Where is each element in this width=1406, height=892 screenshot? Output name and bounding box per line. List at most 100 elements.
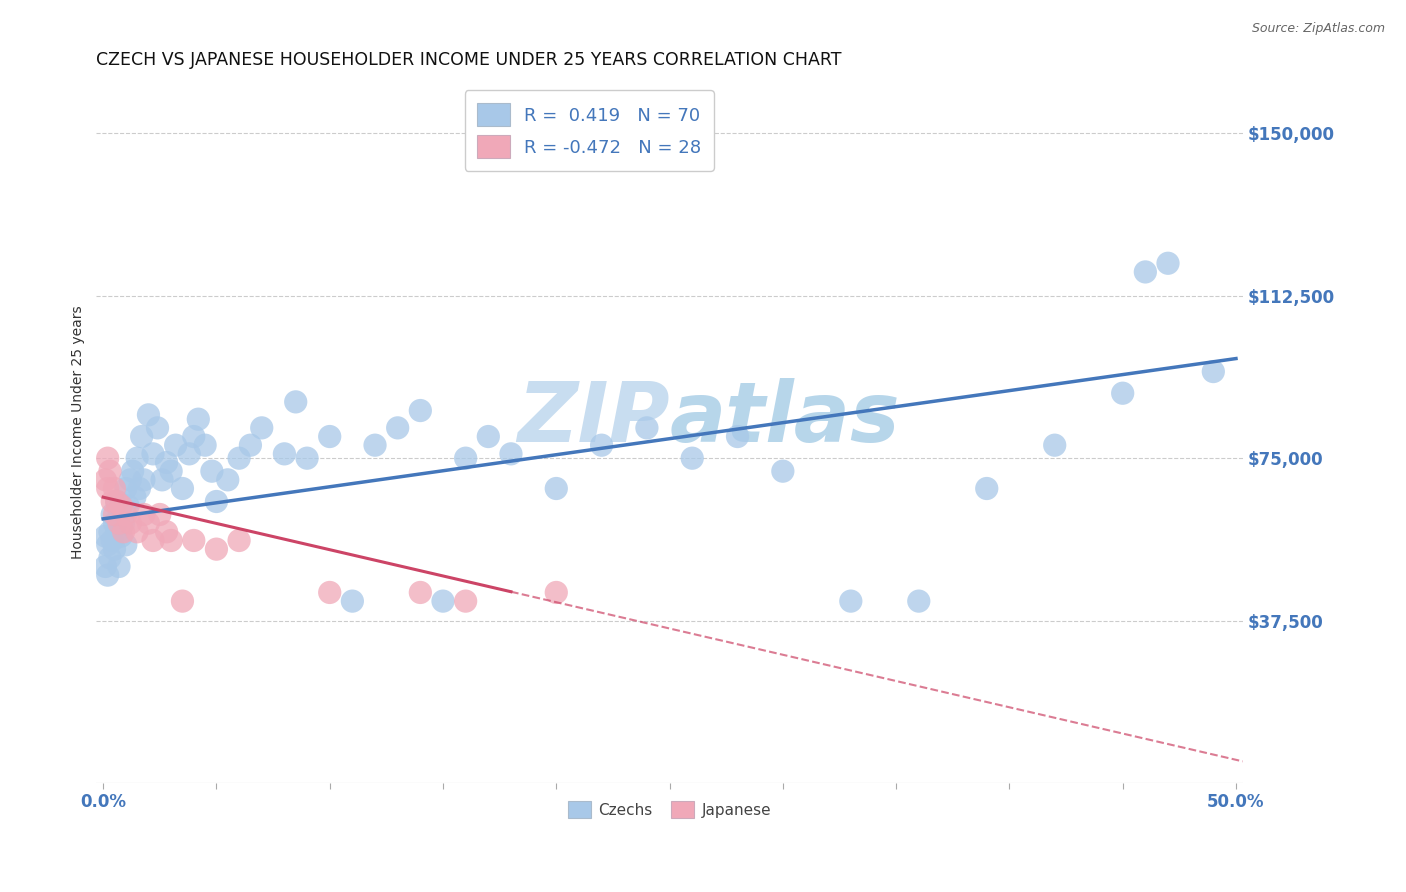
Point bbox=[112, 524, 135, 539]
Point bbox=[499, 447, 522, 461]
Point bbox=[839, 594, 862, 608]
Point bbox=[105, 524, 128, 539]
Point bbox=[101, 533, 124, 548]
Point bbox=[142, 447, 165, 461]
Point bbox=[114, 482, 136, 496]
Point bbox=[194, 438, 217, 452]
Point bbox=[114, 538, 136, 552]
Point bbox=[121, 464, 143, 478]
Point bbox=[1112, 386, 1135, 401]
Point bbox=[342, 594, 364, 608]
Text: Source: ZipAtlas.com: Source: ZipAtlas.com bbox=[1251, 22, 1385, 36]
Point bbox=[128, 482, 150, 496]
Point bbox=[132, 508, 155, 522]
Point bbox=[477, 429, 499, 443]
Point bbox=[101, 508, 124, 522]
Point bbox=[112, 516, 135, 530]
Point bbox=[94, 529, 117, 543]
Point bbox=[727, 429, 749, 443]
Point bbox=[295, 451, 318, 466]
Text: ZIP: ZIP bbox=[517, 377, 669, 458]
Point bbox=[127, 451, 149, 466]
Point bbox=[1202, 365, 1225, 379]
Point bbox=[97, 482, 120, 496]
Point bbox=[205, 494, 228, 508]
Point bbox=[319, 429, 342, 443]
Point bbox=[907, 594, 929, 608]
Point bbox=[172, 594, 194, 608]
Point bbox=[165, 438, 187, 452]
Point bbox=[108, 559, 131, 574]
Point bbox=[108, 516, 131, 530]
Point bbox=[239, 438, 262, 452]
Point bbox=[117, 499, 139, 513]
Point bbox=[432, 594, 454, 608]
Point bbox=[387, 421, 409, 435]
Point bbox=[97, 451, 120, 466]
Point bbox=[546, 585, 568, 599]
Point bbox=[228, 451, 250, 466]
Text: atlas: atlas bbox=[669, 377, 900, 458]
Point bbox=[98, 550, 121, 565]
Point bbox=[155, 524, 177, 539]
Point bbox=[205, 542, 228, 557]
Point bbox=[183, 533, 205, 548]
Point bbox=[319, 585, 342, 599]
Point bbox=[976, 482, 998, 496]
Point bbox=[250, 421, 273, 435]
Point bbox=[132, 473, 155, 487]
Point bbox=[142, 533, 165, 548]
Point bbox=[454, 451, 477, 466]
Point bbox=[187, 412, 209, 426]
Point bbox=[108, 503, 131, 517]
Point bbox=[1135, 265, 1157, 279]
Point bbox=[97, 538, 120, 552]
Point bbox=[454, 594, 477, 608]
Point bbox=[105, 494, 128, 508]
Point bbox=[150, 473, 173, 487]
Point bbox=[636, 421, 658, 435]
Point bbox=[1157, 256, 1180, 270]
Point bbox=[155, 456, 177, 470]
Point bbox=[138, 516, 160, 530]
Point bbox=[772, 464, 794, 478]
Point bbox=[105, 494, 128, 508]
Point bbox=[103, 516, 125, 530]
Legend: Czechs, Japanese: Czechs, Japanese bbox=[562, 795, 778, 824]
Point bbox=[131, 429, 153, 443]
Point bbox=[103, 482, 125, 496]
Point bbox=[98, 524, 121, 539]
Point bbox=[138, 408, 160, 422]
Point bbox=[94, 559, 117, 574]
Point bbox=[103, 508, 125, 522]
Point bbox=[97, 568, 120, 582]
Point bbox=[146, 421, 169, 435]
Point bbox=[201, 464, 224, 478]
Point bbox=[94, 473, 117, 487]
Y-axis label: Householder Income Under 25 years: Householder Income Under 25 years bbox=[72, 305, 86, 559]
Point bbox=[160, 464, 183, 478]
Point bbox=[110, 529, 132, 543]
Point bbox=[228, 533, 250, 548]
Point bbox=[681, 451, 703, 466]
Point bbox=[546, 482, 568, 496]
Point bbox=[409, 585, 432, 599]
Point bbox=[364, 438, 387, 452]
Point bbox=[103, 542, 125, 557]
Point bbox=[120, 516, 142, 530]
Point bbox=[120, 473, 142, 487]
Point bbox=[101, 494, 124, 508]
Point bbox=[179, 447, 201, 461]
Point bbox=[110, 499, 132, 513]
Point bbox=[273, 447, 295, 461]
Point bbox=[98, 464, 121, 478]
Point bbox=[160, 533, 183, 548]
Point bbox=[127, 524, 149, 539]
Point bbox=[183, 429, 205, 443]
Point bbox=[172, 482, 194, 496]
Text: CZECH VS JAPANESE HOUSEHOLDER INCOME UNDER 25 YEARS CORRELATION CHART: CZECH VS JAPANESE HOUSEHOLDER INCOME UND… bbox=[97, 51, 842, 69]
Point bbox=[409, 403, 432, 417]
Point bbox=[124, 490, 146, 504]
Point bbox=[591, 438, 613, 452]
Point bbox=[149, 508, 172, 522]
